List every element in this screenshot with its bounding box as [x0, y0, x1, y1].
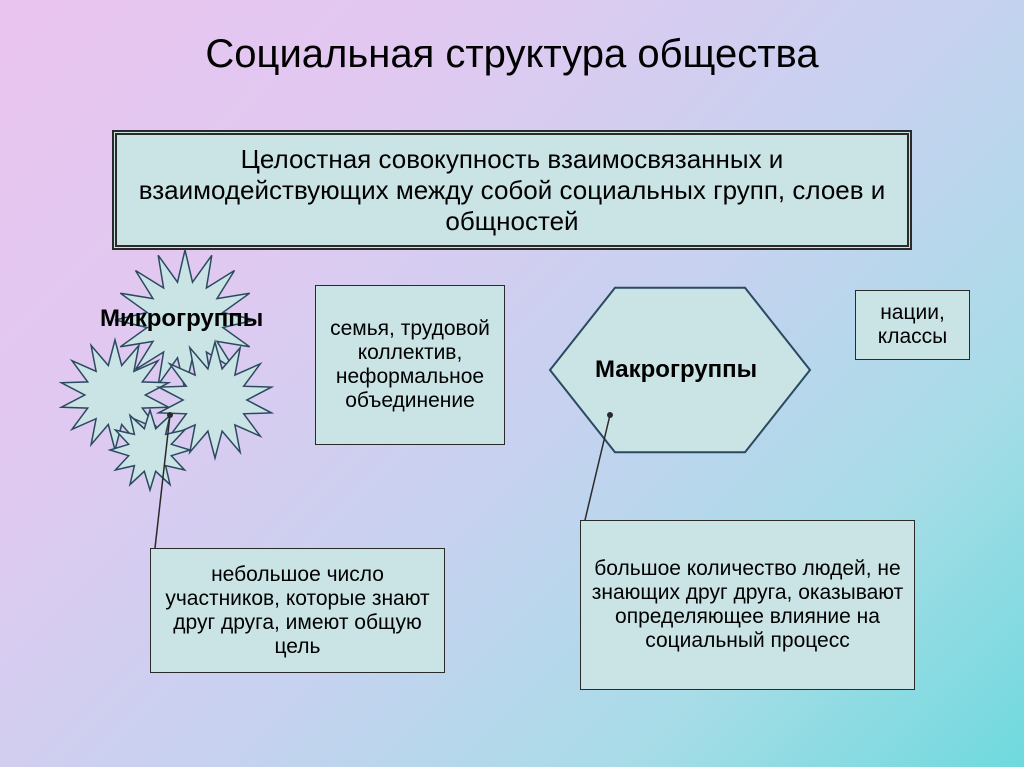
definition-text: Целостная совокупность взаимосвязанных и… [133, 144, 891, 237]
macro-callout-line [585, 415, 610, 520]
macro-description-text: большое количество людей, не знающих дру… [591, 557, 904, 653]
macro-examples-box: нации, классы [855, 290, 970, 360]
macro-examples-text: нации, классы [866, 301, 959, 349]
micro-examples-text: семья, трудовой коллектив, неформальное … [326, 317, 494, 413]
micro-star-shape [61, 340, 168, 450]
micro-description-box: небольшое число участников, которые знаю… [150, 548, 445, 673]
micro-examples-box: семья, трудовой коллектив, неформальное … [315, 285, 505, 445]
macro-description-box: большое количество людей, не знающих дру… [580, 520, 915, 690]
micro-star-shape [110, 410, 190, 490]
micro-star-shape [159, 342, 272, 458]
macro-callout-dot [607, 412, 613, 418]
slide-content: Социальная структура общества Целостная … [0, 0, 1024, 767]
slide-title: Социальная структура общества [0, 0, 1024, 77]
micro-callout-dot [167, 412, 173, 418]
macro-label: Макрогруппы [595, 356, 757, 384]
micro-label: Микрогруппы [100, 305, 263, 333]
micro-callout-line [155, 415, 170, 548]
definition-box: Целостная совокупность взаимосвязанных и… [112, 130, 912, 250]
micro-description-text: небольшое число участников, которые знаю… [161, 563, 434, 659]
